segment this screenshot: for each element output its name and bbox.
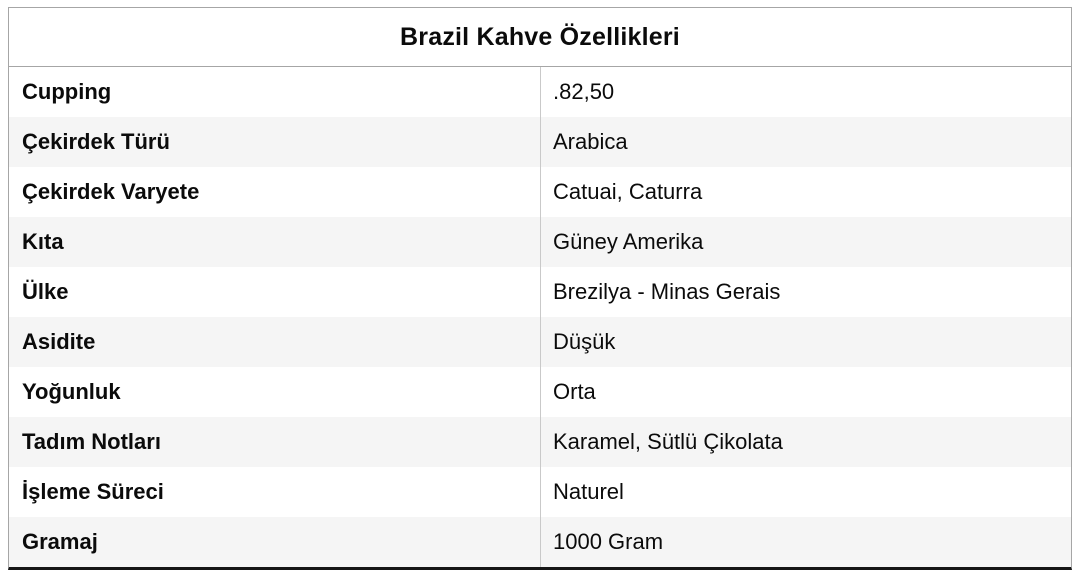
table-row-cekirdek-varyete: Çekirdek Varyete Catuai, Caturra <box>9 167 1071 217</box>
row-label: Asidite <box>22 329 96 354</box>
row-label: Ülke <box>22 279 69 304</box>
table-row-isleme-sureci: İşleme Süreci Naturel <box>9 467 1071 517</box>
table-row-ulke: Ülke Brezilya - Minas Gerais <box>9 267 1071 317</box>
row-value: Karamel, Sütlü Çikolata <box>540 417 1071 467</box>
row-label: Gramaj <box>22 529 98 554</box>
row-value: Arabica <box>540 117 1071 167</box>
row-label: Yoğunluk <box>22 379 121 404</box>
row-value: Orta <box>540 367 1071 417</box>
table-row-yogunluk: Yoğunluk Orta <box>9 367 1071 417</box>
row-label: Çekirdek Varyete <box>22 179 200 204</box>
row-label: İşleme Süreci <box>22 479 164 504</box>
table-row-cupping: Cupping .82,50 <box>9 67 1071 117</box>
table-row-kita: Kıta Güney Amerika <box>9 217 1071 267</box>
row-label: Kıta <box>22 229 64 254</box>
row-value: Düşük <box>540 317 1071 367</box>
table-row-asidite: Asidite Düşük <box>9 317 1071 367</box>
table-row-gramaj: Gramaj 1000 Gram <box>9 517 1071 567</box>
table-body: Cupping .82,50 Çekirdek Türü Arabica Çek… <box>9 67 1071 567</box>
row-label: Cupping <box>22 79 112 104</box>
coffee-spec-table: Brazil Kahve Özellikleri Cupping .82,50 … <box>8 7 1072 570</box>
row-value: Brezilya - Minas Gerais <box>540 267 1071 317</box>
row-value: Güney Amerika <box>540 217 1071 267</box>
table-row-cekirdek-turu: Çekirdek Türü Arabica <box>9 117 1071 167</box>
table-title: Brazil Kahve Özellikleri <box>9 8 1071 67</box>
row-value: Catuai, Caturra <box>540 167 1071 217</box>
table-row-tadim-notlari: Tadım Notları Karamel, Sütlü Çikolata <box>9 417 1071 467</box>
row-label: Çekirdek Türü <box>22 129 170 154</box>
row-value: 1000 Gram <box>540 517 1071 567</box>
row-label: Tadım Notları <box>22 429 161 454</box>
row-value: Naturel <box>540 467 1071 517</box>
row-value: .82,50 <box>540 67 1071 117</box>
